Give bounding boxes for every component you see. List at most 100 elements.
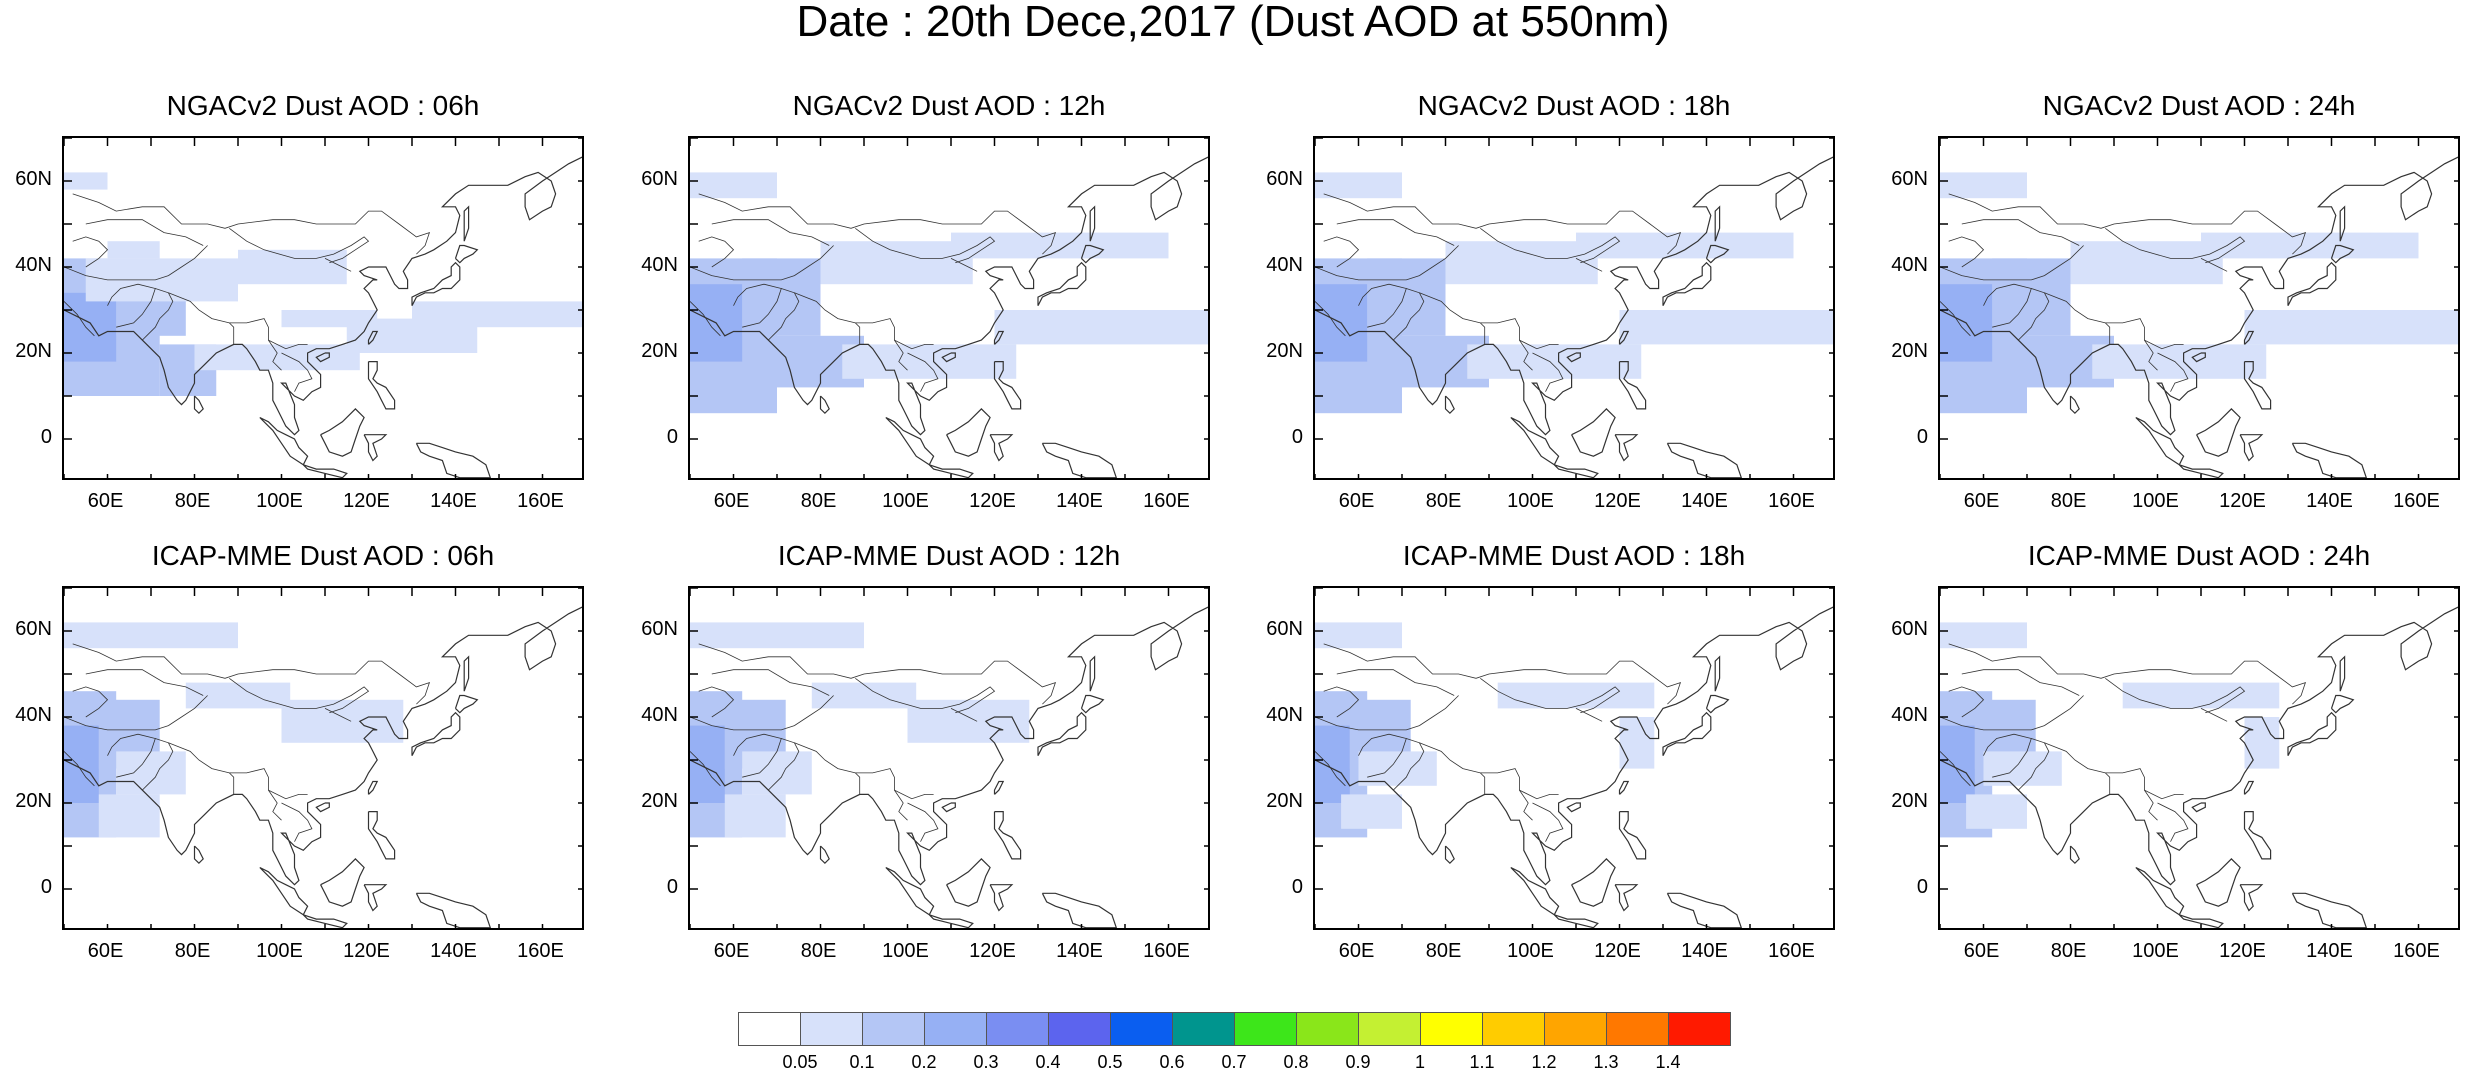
country-border xyxy=(268,789,308,800)
map-panel xyxy=(62,586,584,930)
country-border xyxy=(2144,789,2184,800)
lon-tick-label: 80E xyxy=(1425,490,1462,512)
country-border xyxy=(281,802,313,842)
coastline xyxy=(415,442,492,478)
coastline xyxy=(989,434,1014,462)
map-panel xyxy=(1313,586,1835,930)
lat-tick-label: 0 xyxy=(1916,876,1928,898)
colorbar-swatch xyxy=(1544,1012,1607,1046)
coastline xyxy=(64,156,582,436)
country-border xyxy=(698,193,1057,255)
lat-tick-label: 0 xyxy=(1916,426,1928,448)
lon-tick-label: 100E xyxy=(882,490,929,512)
country-border xyxy=(1480,772,1486,795)
country-border xyxy=(1315,695,1459,731)
country-border xyxy=(2157,352,2189,392)
coastline xyxy=(411,261,461,306)
country-border xyxy=(1323,193,1682,255)
country-border xyxy=(1940,751,1971,787)
country-border xyxy=(229,772,235,795)
coastline xyxy=(690,156,1208,436)
coastline xyxy=(1571,858,1616,907)
dust-region xyxy=(820,241,973,285)
lon-tick-label: 60E xyxy=(87,940,124,962)
colorbar-swatch xyxy=(862,1012,925,1046)
dust-region xyxy=(1966,794,2027,829)
country-border xyxy=(1519,789,1559,800)
dust-region xyxy=(64,725,99,803)
colorbar-swatch xyxy=(924,1012,987,1046)
lon-tick-label: 60E xyxy=(1963,940,2000,962)
coastline xyxy=(2291,892,2368,928)
colorbar-label: 1.2 xyxy=(1531,1052,1557,1072)
dust-region xyxy=(690,725,725,803)
lon-tick-label: 80E xyxy=(1425,940,1462,962)
country-border xyxy=(855,227,996,264)
country-border xyxy=(1961,669,2080,696)
colorbar-swatch xyxy=(986,1012,1049,1046)
lat-tick-label: 60N xyxy=(1266,618,1303,640)
lon-tick-label: 60E xyxy=(87,490,124,512)
dust-region xyxy=(1983,751,2062,786)
dust-region xyxy=(412,301,582,328)
coastline xyxy=(2243,811,2272,860)
country-border xyxy=(2105,322,2111,345)
coastline xyxy=(2330,694,2355,714)
coastline xyxy=(1940,606,2458,886)
coastline xyxy=(363,884,388,912)
coastline xyxy=(367,780,379,795)
coastline xyxy=(819,845,830,865)
coastline xyxy=(1080,694,1105,714)
dust-region xyxy=(1315,725,1350,803)
coastline xyxy=(1705,244,1730,264)
lat-tick-label: 0 xyxy=(40,876,52,898)
panel-title: ICAP-MME Dust AOD : 18h xyxy=(1402,540,1746,571)
country-border xyxy=(1961,219,2080,246)
coastline xyxy=(367,361,396,410)
lat-tick-label: 40N xyxy=(641,254,678,276)
country-border xyxy=(229,677,370,714)
lat-tick-label: 20N xyxy=(1891,340,1928,362)
lon-tick-label: 140E xyxy=(430,940,477,962)
dust-region xyxy=(811,682,917,709)
lon-tick-label: 160E xyxy=(517,940,564,962)
coastline xyxy=(928,464,974,478)
country-border xyxy=(1532,352,1564,392)
lon-tick-label: 80E xyxy=(800,490,837,512)
coastline xyxy=(1614,434,1639,462)
coastline xyxy=(1714,205,1721,242)
colorbar-swatch xyxy=(1110,1012,1173,1046)
country-border xyxy=(690,245,834,281)
panel-title: ICAP-MME Dust AOD : 06h xyxy=(151,540,495,571)
lon-tick-label: 60E xyxy=(713,940,750,962)
lon-tick-label: 60E xyxy=(1338,490,1375,512)
country-border xyxy=(794,292,908,371)
country-border xyxy=(907,352,939,392)
coastline xyxy=(941,802,956,813)
coastline xyxy=(2287,711,2337,756)
country-border xyxy=(64,301,95,337)
dust-region xyxy=(907,699,1030,743)
coastline xyxy=(302,464,348,478)
lon-tick-label: 120E xyxy=(1594,940,1641,962)
coastline xyxy=(454,694,479,714)
country-border xyxy=(1336,219,1455,246)
dust-region xyxy=(107,241,160,259)
dust-region xyxy=(64,172,108,190)
dust-region xyxy=(690,172,777,199)
lat-tick-label: 60N xyxy=(15,168,52,190)
lon-tick-label: 100E xyxy=(1507,940,1554,962)
coastline xyxy=(1940,156,2458,436)
coastline xyxy=(1089,655,1096,692)
dust-region xyxy=(1940,725,1975,803)
lon-tick-label: 160E xyxy=(1143,490,1190,512)
figure-title: Date : 20th Dece,2017 (Dust AOD at 550nm… xyxy=(796,0,1670,46)
coastline xyxy=(193,845,204,865)
country-border xyxy=(1480,322,1486,345)
map-panel xyxy=(62,136,584,480)
coastline xyxy=(463,205,470,242)
lon-tick-label: 160E xyxy=(1768,940,1815,962)
lat-tick-label: 0 xyxy=(666,426,678,448)
coastline xyxy=(367,330,379,345)
coastline xyxy=(1510,416,1560,466)
